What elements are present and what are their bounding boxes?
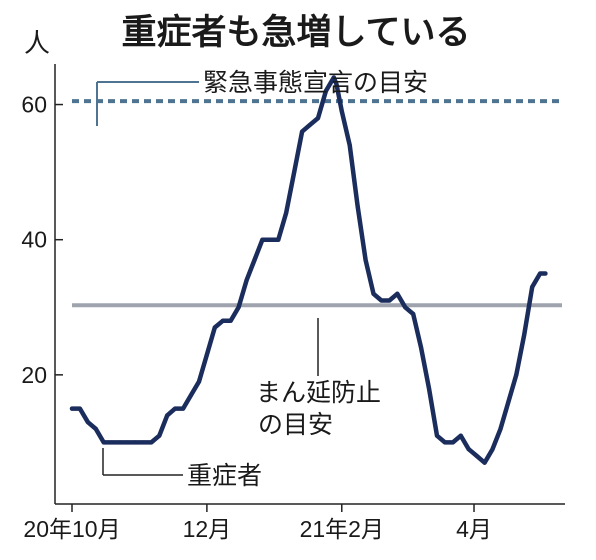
data-point: [490, 447, 495, 452]
prevention-label-line2: の目安: [258, 410, 333, 439]
chart-title: 重症者も急増している: [122, 13, 471, 53]
data-point: [371, 291, 376, 296]
data-point: [189, 393, 194, 398]
data-point: [93, 426, 98, 431]
data-point: [284, 210, 289, 215]
data-point: [363, 257, 368, 262]
data-point: [300, 129, 305, 134]
y-tick-label: 40: [21, 227, 47, 253]
data-point: [308, 122, 313, 127]
data-point: [506, 399, 511, 404]
data-point: [260, 237, 265, 242]
data-point: [379, 298, 384, 303]
data-point: [181, 406, 186, 411]
data-point: [220, 318, 225, 323]
series-points: [70, 75, 548, 465]
data-point: [157, 433, 162, 438]
data-point: [387, 298, 392, 303]
data-point: [149, 440, 154, 445]
data-point: [466, 447, 471, 452]
data-point: [101, 440, 106, 445]
data-point: [458, 433, 463, 438]
data-point: [77, 406, 82, 411]
data-point: [474, 453, 479, 458]
x-tick-label: 12月: [183, 516, 232, 542]
data-point: [419, 345, 424, 350]
data-point: [70, 406, 74, 411]
y-ticks: 20 40 60: [21, 92, 63, 388]
y-tick-label: 60: [21, 92, 47, 118]
data-point: [522, 332, 527, 337]
data-point: [339, 109, 344, 114]
data-point: [427, 386, 432, 391]
data-point: [252, 257, 257, 262]
data-point: [355, 203, 360, 208]
emergency-label: 緊急事態宣言の目安: [203, 68, 428, 97]
data-point: [543, 271, 548, 276]
data-point: [450, 440, 455, 445]
data-point: [323, 89, 328, 94]
data-point: [334, 82, 339, 87]
data-point: [165, 413, 170, 418]
y-unit-label: 人: [24, 29, 50, 59]
y-tick-label: 20: [21, 362, 47, 388]
data-point: [530, 285, 535, 289]
data-point: [538, 271, 543, 276]
data-point: [244, 278, 249, 283]
data-point: [228, 318, 233, 323]
data-point: [403, 305, 408, 310]
data-point: [212, 325, 217, 330]
data-point: [315, 116, 320, 121]
x-tick-label: 21年2月: [300, 516, 384, 542]
prevention-label-line1: まん延防止: [256, 378, 381, 407]
data-point: [141, 440, 146, 445]
data-point: [125, 440, 130, 445]
data-point: [117, 440, 122, 445]
data-point: [514, 372, 519, 377]
data-point: [268, 237, 273, 242]
data-point: [331, 75, 336, 80]
data-point: [85, 420, 90, 425]
data-point: [236, 305, 241, 310]
data-point: [498, 426, 503, 431]
data-point: [204, 352, 209, 357]
data-point: [276, 237, 281, 242]
data-point: [196, 379, 201, 384]
data-point: [434, 433, 439, 438]
data-point: [133, 440, 138, 445]
data-point: [411, 312, 416, 317]
data-point: [395, 291, 400, 296]
x-tick-label: 4月: [456, 516, 492, 542]
series-label: 重症者: [187, 461, 262, 490]
data-point: [292, 170, 297, 175]
data-point: [442, 440, 447, 445]
data-point: [173, 406, 178, 411]
x-ticks: 20年10月 12月 21年2月 4月: [23, 504, 492, 542]
data-point: [109, 440, 114, 445]
data-point: [482, 460, 487, 465]
x-tick-label: 20年10月: [23, 516, 120, 542]
data-point: [347, 143, 352, 148]
